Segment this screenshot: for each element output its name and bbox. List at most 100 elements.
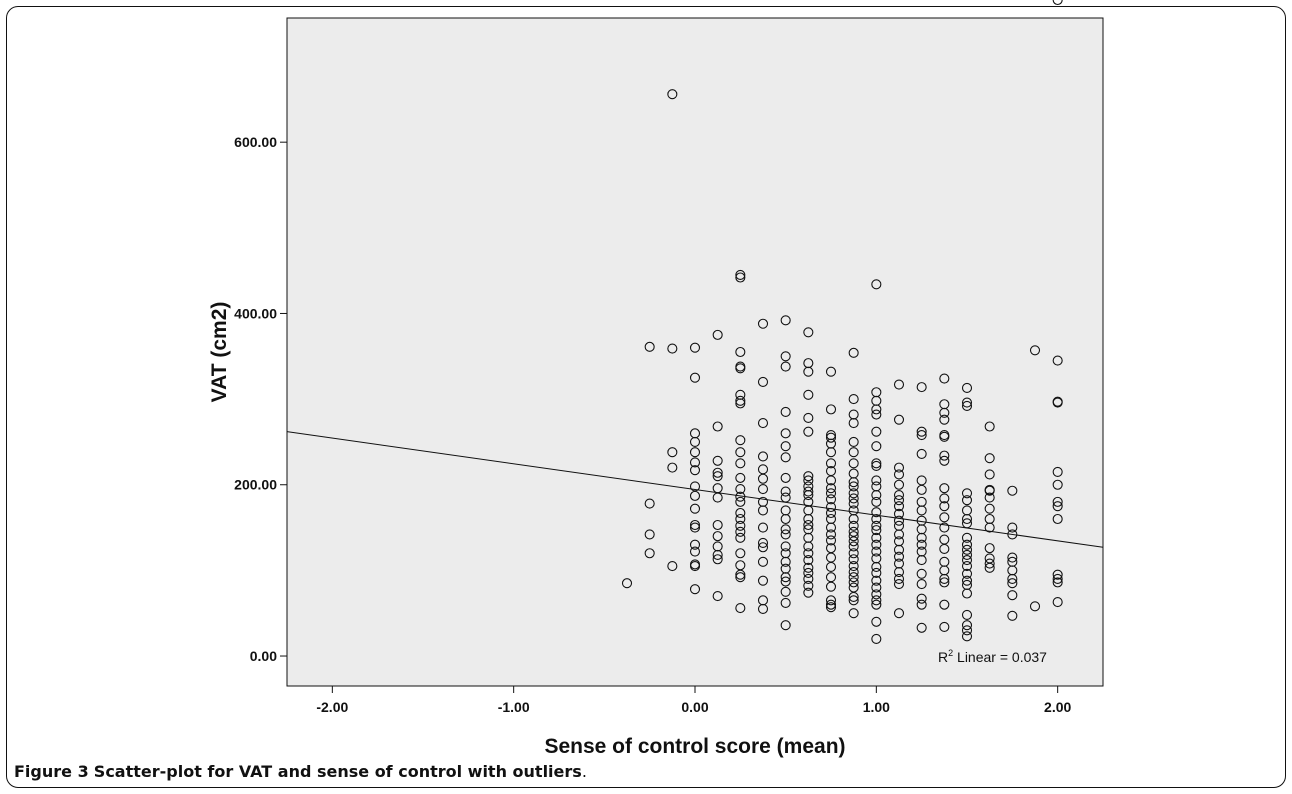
data-point bbox=[735, 472, 746, 483]
x-axis-title: Sense of control score (mean) bbox=[544, 735, 845, 758]
data-point bbox=[1052, 496, 1063, 507]
data-point bbox=[939, 621, 950, 632]
data-point bbox=[1029, 601, 1041, 612]
data-point bbox=[825, 529, 837, 540]
data-point bbox=[780, 472, 791, 483]
data-point bbox=[871, 409, 882, 420]
data-point bbox=[780, 428, 791, 439]
data-point bbox=[939, 577, 950, 588]
data-point bbox=[893, 544, 905, 555]
data-point bbox=[780, 524, 791, 535]
data-point bbox=[1052, 577, 1063, 588]
data-point bbox=[871, 520, 882, 531]
y-tick-label: 200.00 bbox=[234, 477, 277, 493]
data-point bbox=[735, 507, 746, 519]
data-point bbox=[621, 578, 633, 589]
data-point bbox=[803, 548, 814, 559]
data-point bbox=[871, 458, 882, 469]
data-point bbox=[712, 492, 723, 503]
data-point bbox=[961, 513, 973, 525]
data-point bbox=[916, 430, 927, 441]
data-point bbox=[803, 389, 814, 400]
data-point bbox=[916, 448, 927, 459]
data-point bbox=[689, 457, 701, 468]
data-point bbox=[1007, 610, 1018, 621]
data-point bbox=[893, 579, 905, 590]
data-point bbox=[984, 492, 995, 503]
data-point bbox=[780, 441, 791, 452]
data-point bbox=[689, 465, 701, 476]
data-point bbox=[848, 531, 859, 542]
data-point bbox=[848, 595, 859, 606]
data-point bbox=[848, 394, 859, 405]
data-point bbox=[893, 414, 905, 425]
data-point bbox=[871, 589, 882, 600]
data-point bbox=[961, 631, 973, 642]
data-point bbox=[939, 431, 950, 442]
data-point bbox=[871, 279, 882, 290]
data-point bbox=[803, 426, 814, 437]
data-point bbox=[916, 599, 927, 610]
data-point bbox=[871, 507, 882, 518]
data-point bbox=[689, 503, 701, 514]
data-point bbox=[1007, 522, 1018, 533]
data-point bbox=[803, 412, 814, 423]
data-point bbox=[803, 541, 814, 552]
data-point bbox=[984, 562, 995, 573]
data-point bbox=[780, 597, 791, 608]
data-point bbox=[689, 372, 701, 383]
data-point bbox=[893, 379, 905, 390]
data-point bbox=[871, 475, 882, 486]
data-point bbox=[689, 490, 701, 501]
data-point bbox=[825, 501, 837, 513]
data-point bbox=[735, 435, 746, 446]
data-point bbox=[825, 507, 837, 519]
data-point bbox=[871, 595, 882, 606]
data-point bbox=[871, 616, 882, 627]
data-point bbox=[667, 561, 678, 572]
data-point bbox=[984, 503, 995, 514]
data-point bbox=[939, 493, 950, 504]
data-point bbox=[780, 513, 791, 525]
data-point bbox=[961, 568, 973, 579]
data-point bbox=[735, 513, 746, 525]
data-point bbox=[780, 486, 791, 497]
data-point bbox=[939, 512, 950, 523]
data-point bbox=[644, 548, 655, 559]
data-point bbox=[961, 549, 973, 561]
r-squared-annotation: R2 Linear = 0.037 bbox=[938, 648, 1047, 665]
data-point bbox=[803, 519, 814, 531]
x-tick-label: 2.00 bbox=[1044, 699, 1071, 715]
data-point bbox=[961, 588, 973, 599]
data-point bbox=[871, 539, 882, 550]
data-point bbox=[871, 575, 882, 586]
data-point bbox=[961, 382, 973, 394]
data-point bbox=[803, 327, 814, 338]
data-point bbox=[735, 526, 746, 537]
data-point bbox=[961, 400, 973, 412]
scatter-chart: 0.00 200.00 400.00 600.00 -2.00 -1.00 0.00 1.0… bbox=[208, 0, 1104, 758]
data-point bbox=[848, 591, 859, 602]
data-point bbox=[848, 577, 859, 588]
data-point bbox=[893, 551, 905, 562]
y-tick-label: 600.00 bbox=[234, 134, 277, 150]
data-point bbox=[780, 556, 791, 567]
data-point bbox=[667, 89, 678, 100]
data-point bbox=[871, 404, 882, 415]
data-point bbox=[848, 536, 859, 547]
data-point bbox=[825, 366, 837, 377]
data-point bbox=[735, 346, 746, 358]
data-point bbox=[848, 481, 859, 492]
data-point bbox=[735, 520, 746, 531]
data-point bbox=[1007, 529, 1018, 540]
data-point bbox=[757, 522, 769, 533]
data-point bbox=[1007, 485, 1018, 496]
data-point bbox=[961, 397, 973, 408]
data-point bbox=[893, 469, 905, 480]
data-point bbox=[825, 494, 837, 505]
data-point bbox=[984, 522, 995, 533]
data-point bbox=[961, 518, 973, 529]
data-point bbox=[916, 555, 927, 566]
data-point bbox=[893, 508, 905, 519]
data-point bbox=[735, 395, 746, 406]
